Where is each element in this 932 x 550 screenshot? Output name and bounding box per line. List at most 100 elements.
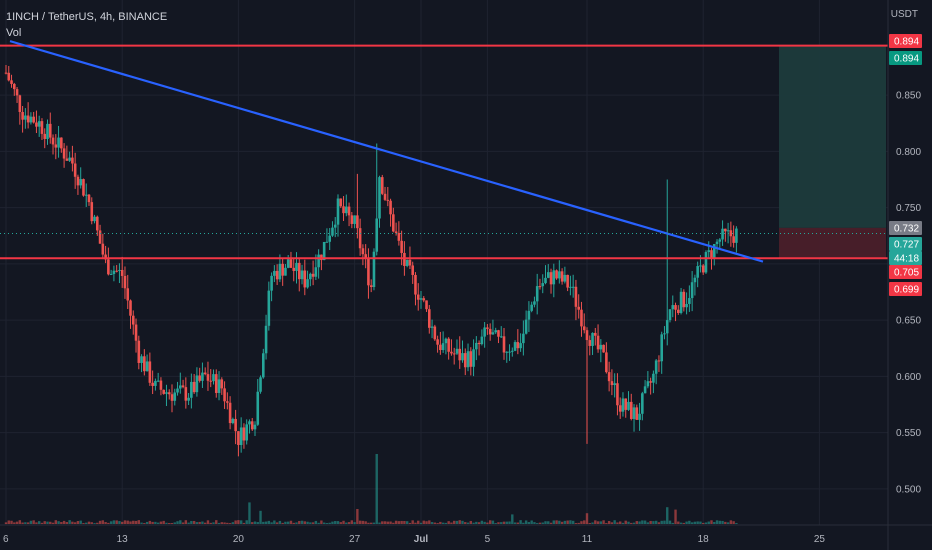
candle-body[interactable] [527, 310, 531, 320]
candle-body[interactable] [701, 265, 705, 273]
candle-body[interactable] [552, 270, 556, 285]
candle-body[interactable] [488, 328, 492, 335]
candle-body[interactable] [466, 351, 470, 368]
candle-body[interactable] [154, 380, 157, 386]
candle-body[interactable] [333, 224, 337, 228]
candle-body[interactable] [735, 228, 738, 243]
candle-body[interactable] [560, 271, 564, 282]
candle-body[interactable] [408, 259, 412, 266]
candle-body[interactable] [176, 388, 179, 393]
candle-body[interactable] [234, 418, 237, 432]
target-zone[interactable] [779, 45, 886, 228]
candle-body[interactable] [533, 301, 536, 305]
candle-body[interactable] [635, 407, 639, 420]
candle-body[interactable] [660, 334, 663, 362]
candle-body[interactable] [292, 267, 296, 271]
candle-body[interactable] [513, 342, 517, 351]
candle-body[interactable] [98, 230, 102, 244]
candle-body[interactable] [217, 379, 221, 393]
candle-body[interactable] [616, 383, 619, 406]
candle-body[interactable] [4, 72, 8, 74]
candle-body[interactable] [549, 272, 553, 285]
candle-body[interactable] [339, 198, 343, 207]
candle-body[interactable] [610, 381, 614, 386]
candle-body[interactable] [358, 228, 362, 249]
candle-body[interactable] [394, 231, 398, 233]
candle-body[interactable] [508, 351, 511, 353]
candle-body[interactable] [226, 401, 229, 403]
candle-body[interactable] [250, 421, 254, 430]
candle-body[interactable] [328, 235, 331, 242]
candle-body[interactable] [546, 272, 550, 278]
candle-body[interactable] [392, 214, 395, 232]
candle-body[interactable] [71, 157, 74, 164]
candle-body[interactable] [718, 239, 722, 242]
candle-body[interactable] [18, 95, 22, 112]
candle-body[interactable] [262, 353, 265, 378]
candle-body[interactable] [37, 121, 41, 127]
candle-body[interactable] [721, 228, 724, 240]
candle-body[interactable] [591, 332, 594, 346]
candle-body[interactable] [502, 336, 506, 353]
candle-body[interactable] [369, 285, 373, 287]
candle-body[interactable] [428, 309, 431, 328]
candle-body[interactable] [375, 218, 379, 252]
candle-body[interactable] [115, 270, 118, 272]
candle-body[interactable] [469, 351, 473, 367]
candle-body[interactable] [652, 373, 655, 383]
candle-body[interactable] [571, 286, 575, 288]
candle-body[interactable] [220, 379, 224, 389]
candle-body[interactable] [613, 383, 616, 386]
candle-body[interactable] [654, 360, 658, 374]
candle-body[interactable] [704, 252, 708, 273]
candle-body[interactable] [516, 342, 520, 349]
candle-body[interactable] [167, 392, 171, 395]
candle-body[interactable] [129, 300, 132, 316]
candle-body[interactable] [364, 254, 367, 259]
candle-body[interactable] [693, 277, 697, 283]
candle-body[interactable] [455, 348, 459, 354]
candle-body[interactable] [13, 83, 16, 90]
candle-body[interactable] [134, 324, 138, 341]
candle-body[interactable] [96, 216, 99, 231]
candle-body[interactable] [663, 333, 666, 335]
candle-body[interactable] [602, 344, 605, 353]
candle-body[interactable] [732, 236, 735, 243]
candle-body[interactable] [209, 380, 213, 382]
candle-body[interactable] [491, 332, 495, 335]
candle-body[interactable] [212, 374, 215, 382]
candle-body[interactable] [378, 177, 381, 219]
candles[interactable] [4, 65, 738, 457]
candle-body[interactable] [79, 179, 82, 186]
candle-body[interactable] [380, 177, 384, 194]
candle-body[interactable] [239, 427, 243, 445]
candle-body[interactable] [433, 326, 437, 340]
candle-body[interactable] [281, 263, 284, 276]
candle-body[interactable] [112, 270, 116, 274]
candle-body[interactable] [273, 270, 276, 276]
candle-body[interactable] [118, 269, 121, 271]
candle-body[interactable] [400, 240, 403, 253]
candle-body[interactable] [87, 194, 91, 203]
candle-body[interactable] [649, 381, 652, 383]
candle-body[interactable] [535, 286, 539, 302]
volume-indicator-label[interactable]: Vol [6, 27, 22, 39]
candle-body[interactable] [419, 298, 423, 300]
candle-body[interactable] [674, 305, 677, 310]
candle-body[interactable] [477, 342, 481, 345]
candle-body[interactable] [386, 199, 390, 201]
candle-body[interactable] [638, 413, 641, 420]
candle-body[interactable] [40, 121, 44, 134]
candle-body[interactable] [439, 344, 442, 351]
candle-body[interactable] [68, 157, 71, 161]
candle-body[interactable] [137, 340, 141, 363]
candle-body[interactable] [715, 241, 719, 245]
candle-body[interactable] [15, 89, 19, 96]
candle-body[interactable] [181, 385, 185, 388]
candle-body[interactable] [62, 148, 66, 159]
candle-body[interactable] [295, 262, 298, 271]
candle-body[interactable] [416, 294, 420, 300]
candle-body[interactable] [632, 407, 636, 419]
candle-body[interactable] [309, 273, 312, 280]
candle-body[interactable] [475, 342, 478, 350]
